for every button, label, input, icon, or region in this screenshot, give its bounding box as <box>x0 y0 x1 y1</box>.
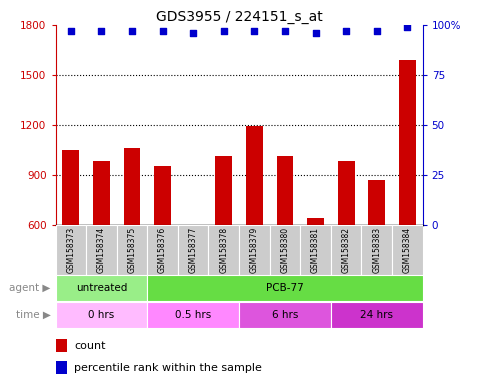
Text: GSM158379: GSM158379 <box>250 227 259 273</box>
Bar <box>239 302 331 328</box>
Bar <box>178 225 209 275</box>
Bar <box>56 339 67 353</box>
Point <box>67 28 75 34</box>
Bar <box>147 302 239 328</box>
Text: GSM158375: GSM158375 <box>128 227 137 273</box>
Text: GSM158381: GSM158381 <box>311 227 320 273</box>
Text: untreated: untreated <box>76 283 127 293</box>
Bar <box>307 218 324 225</box>
Bar <box>147 225 178 275</box>
Text: GSM158376: GSM158376 <box>158 227 167 273</box>
Text: GSM158384: GSM158384 <box>403 227 412 273</box>
Point <box>403 24 411 30</box>
Text: time ▶: time ▶ <box>16 310 51 320</box>
Title: GDS3955 / 224151_s_at: GDS3955 / 224151_s_at <box>156 10 323 24</box>
Point <box>251 28 258 34</box>
Text: GSM158382: GSM158382 <box>341 227 351 273</box>
Bar <box>185 225 201 226</box>
Text: count: count <box>74 341 105 351</box>
Bar <box>154 166 171 225</box>
Point <box>189 30 197 36</box>
Bar <box>361 225 392 275</box>
Bar <box>399 60 416 225</box>
Bar <box>300 225 331 275</box>
Point <box>312 30 319 36</box>
Bar <box>331 302 423 328</box>
Bar <box>215 156 232 225</box>
Text: 0.5 hrs: 0.5 hrs <box>175 310 212 320</box>
Bar <box>369 180 385 225</box>
Bar <box>117 225 147 275</box>
Bar <box>246 126 263 225</box>
Point <box>220 28 227 34</box>
Text: PCB-77: PCB-77 <box>266 283 304 293</box>
Text: agent ▶: agent ▶ <box>9 283 51 293</box>
Bar <box>56 275 147 301</box>
Bar <box>124 148 141 225</box>
Text: percentile rank within the sample: percentile rank within the sample <box>74 362 262 373</box>
Bar <box>56 225 86 275</box>
Text: 0 hrs: 0 hrs <box>88 310 114 320</box>
Text: GSM158374: GSM158374 <box>97 227 106 273</box>
Point <box>373 28 381 34</box>
Bar <box>392 225 423 275</box>
Bar <box>338 161 355 225</box>
Point <box>281 28 289 34</box>
Point <box>342 28 350 34</box>
Bar <box>209 225 239 275</box>
Bar <box>56 302 147 328</box>
Bar <box>239 225 270 275</box>
Point <box>159 28 167 34</box>
Bar <box>270 225 300 275</box>
Bar <box>277 156 293 225</box>
Bar <box>56 361 67 374</box>
Text: GSM158377: GSM158377 <box>189 227 198 273</box>
Point <box>128 28 136 34</box>
Text: GSM158378: GSM158378 <box>219 227 228 273</box>
Text: GSM158373: GSM158373 <box>66 227 75 273</box>
Bar <box>93 161 110 225</box>
Point <box>98 28 105 34</box>
Bar <box>86 225 117 275</box>
Text: 24 hrs: 24 hrs <box>360 310 393 320</box>
Bar <box>331 225 361 275</box>
Bar <box>62 150 79 225</box>
Text: GSM158380: GSM158380 <box>281 227 289 273</box>
Text: GSM158383: GSM158383 <box>372 227 381 273</box>
Text: 6 hrs: 6 hrs <box>272 310 298 320</box>
Bar <box>147 275 423 301</box>
